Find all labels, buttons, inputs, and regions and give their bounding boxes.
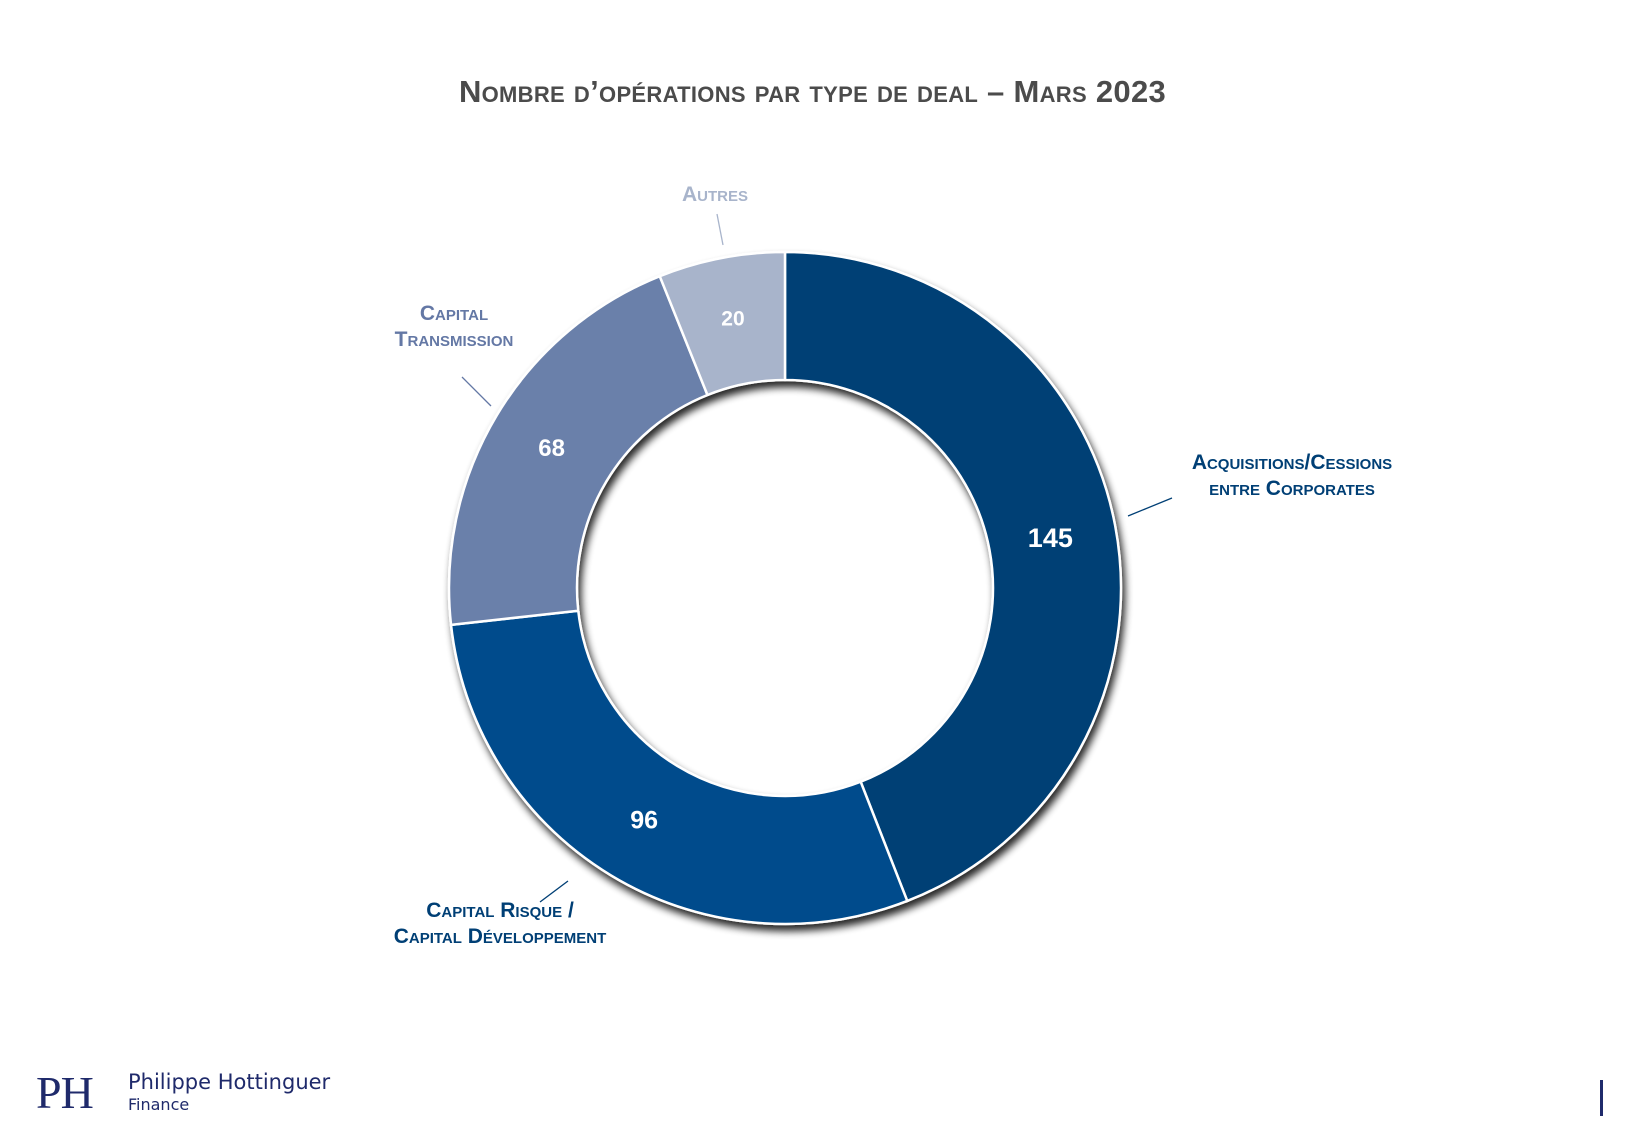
slice-autres (658, 250, 787, 397)
donut-slices (447, 250, 1123, 926)
chart-title: Nombre d’opérations par type de deal – M… (458, 74, 1167, 109)
category-label-capital-risque-capital-developpement: Capital Risque / Capital Développement (394, 899, 607, 948)
value-label-autres: 20 (721, 307, 744, 330)
value-label-capital-transmission: 68 (538, 435, 565, 462)
slice-capital-transmission (447, 274, 710, 627)
leader-line-capital-risque-capital-developpement (539, 880, 569, 903)
brand-subtitle: Finance (128, 1095, 190, 1114)
page-marker (1600, 1080, 1603, 1116)
leader-line-acquisitions-cessions-entre-corporates (1127, 497, 1173, 517)
brand-name: Philippe Hottinguer (128, 1070, 331, 1094)
donut-value-labels: 145 96 68 20 (538, 307, 1073, 834)
category-labels: Acquisitions/Cessions entre Corporates Cap… (394, 183, 1392, 948)
category-label-capital-transmission: Capital Transmission (395, 302, 514, 351)
value-label-capital-risque-capital-developpement: 96 (630, 807, 658, 835)
brand-monogram: PH (36, 1067, 94, 1118)
value-label-acquisitions-cessions-entre-corporates: 145 (1028, 523, 1073, 553)
slice-capital-risque-capital-developpement (449, 609, 909, 926)
category-label-acquisitions-cessions-entre-corporates: Acquisitions/Cessions entre Corporates (1192, 451, 1392, 500)
leader-line-autres (716, 213, 724, 246)
slice-acquisitions-cessions-entre-corporates (783, 250, 1123, 903)
category-label-autres: Autres (682, 183, 748, 206)
leader-line-capital-transmission (461, 376, 492, 407)
label-leader-lines (461, 213, 1173, 903)
